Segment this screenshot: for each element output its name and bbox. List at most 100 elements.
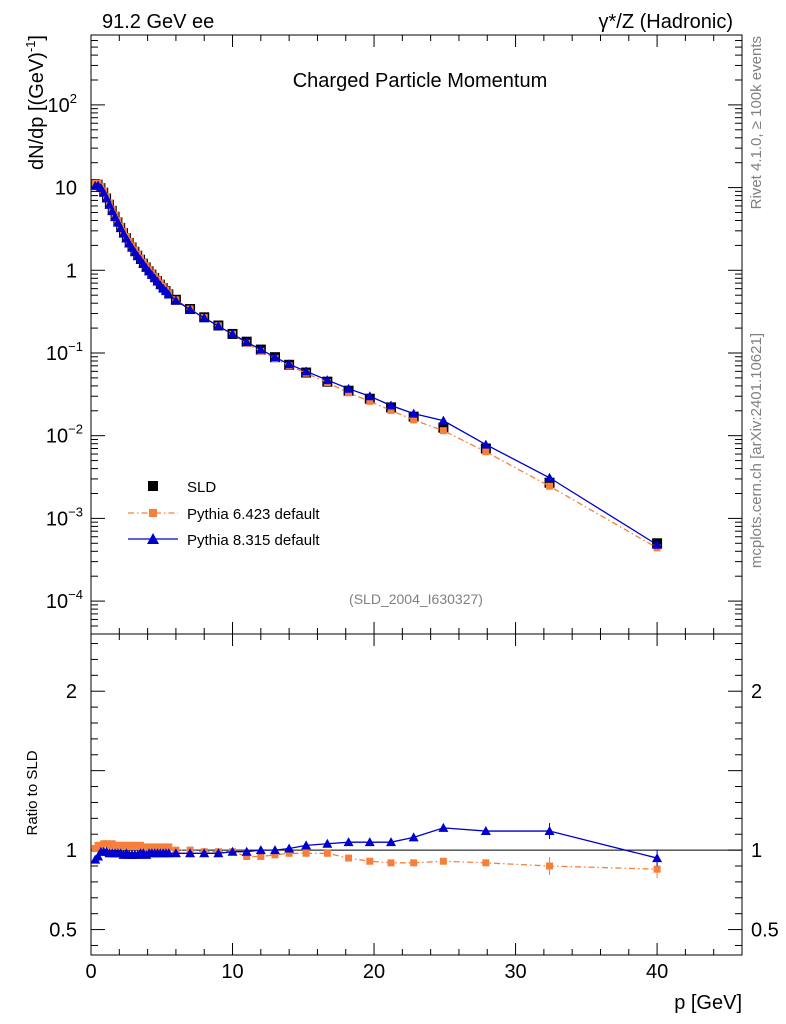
ratio-y-tick-label: 1 [66, 840, 77, 862]
pythia8-point [185, 304, 196, 314]
rivet-version-label: Rivet 4.1.0, ≥ 100k events [748, 36, 765, 209]
ratio-y-tick-label: 0.5 [49, 920, 77, 942]
pythia8-ratio-point [652, 853, 663, 863]
x-tick-label: 10 [221, 961, 243, 983]
pythia8-point [386, 400, 397, 410]
y-tick-label: 10−4 [46, 587, 83, 613]
pythia8-point [213, 321, 224, 331]
legend: SLD Pythia 6.423 default Pythia 8.315 de… [128, 479, 320, 549]
pythia8-point [544, 472, 555, 482]
pythia6-ratio-point [285, 849, 293, 857]
pythia6-line [95, 182, 658, 549]
x-tick-label: 0 [85, 961, 96, 983]
pythia8-ratio-point [255, 845, 266, 855]
pythia8-ratio-point [408, 832, 419, 842]
x-tick-label: 40 [646, 961, 668, 983]
y-tick-label: 10 [55, 178, 77, 200]
pythia8-ratio-point [227, 846, 238, 856]
pythia8-point [301, 366, 312, 376]
pythia8-point [163, 289, 174, 299]
pythia8-point [199, 312, 210, 322]
pythia8-ratio-point [213, 848, 224, 858]
ratio-y-tick-label-right: 1 [751, 840, 762, 862]
pythia6-ratio-point [410, 859, 418, 867]
pythia8-ratio-point [301, 840, 312, 850]
ratio-y-tick-label-right: 2 [751, 681, 762, 703]
axis-ticks-layer: 0 10 20 30 40 10−4 10−3 10−2 10−1 1 10 102 0.5 0.5 1 1 2… [46, 34, 779, 983]
y-tick-label: 10−1 [46, 339, 83, 365]
legend-sld-label: SLD [187, 479, 216, 496]
pythia8-point [652, 539, 663, 549]
pythia8-ratio-point [269, 845, 280, 855]
pythia8-point [343, 383, 354, 393]
pythia6-point [410, 416, 418, 424]
y-tick-label: 102 [48, 91, 77, 117]
legend-pythia6-marker [149, 509, 157, 517]
pythia6-point [387, 406, 395, 414]
pythia6-point [345, 389, 353, 397]
pythia8-ratio-point [170, 848, 181, 858]
pythia6-ratio-line [94, 843, 658, 870]
pythia6-ratio-point [345, 854, 353, 862]
pythia6-ratio-point [165, 843, 173, 851]
x-tick-label: 30 [504, 961, 526, 983]
pythia8-ratio-point [343, 837, 354, 847]
pythia8-ratio-point [185, 848, 196, 858]
pythia8-ratio-point [93, 851, 104, 861]
pythia6-point [546, 482, 554, 490]
pythia8-ratio-point [284, 843, 295, 853]
pythia6-ratio-point [271, 851, 279, 859]
ratio-plot-frame [90, 633, 743, 956]
ratio-y-axis-label: Ratio to SLD [24, 750, 41, 835]
main-chart-title: Charged Particle Momentum [293, 70, 548, 92]
x-axis-label: p [GeV] [674, 992, 742, 1014]
pythia6-ratio-point [257, 852, 265, 860]
pythia8-line [95, 184, 658, 546]
ratio-y-tick-label-right: 0.5 [751, 920, 779, 942]
pythia8-point [322, 375, 333, 385]
header-right-label: γ*/Z (Hadronic) [599, 11, 733, 33]
pythia8-point [364, 391, 375, 401]
analysis-tag-label: (SLD_2004_I630327) [349, 591, 483, 607]
pythia8-ratio-point [438, 822, 449, 832]
pythia8-point [241, 336, 252, 346]
pythia8-ratio-point [364, 837, 375, 847]
data-marks-layer [90, 179, 663, 879]
pythia6-ratio-point [387, 859, 395, 867]
pythia8-point [269, 352, 280, 362]
pythia8-point [170, 295, 181, 305]
pythia8-point [227, 329, 238, 339]
pythia6-ratio-point [439, 857, 447, 865]
x-tick-label: 20 [363, 961, 385, 983]
main-y-axis-label: dN/dp [(GeV)-1] [23, 35, 48, 170]
pythia8-ratio-point [480, 826, 491, 836]
header-left-label: 91.2 GeV ee [102, 11, 214, 33]
legend-sld-marker [148, 481, 158, 491]
pythia8-ratio-point [199, 848, 210, 858]
y-tick-label: 10−2 [46, 422, 83, 448]
pythia6-ratio-point [243, 852, 251, 860]
pythia8-ratio-point [322, 838, 333, 848]
pythia8-point [255, 344, 266, 354]
pythia8-ratio-point [544, 826, 555, 836]
pythia6-point [366, 397, 374, 405]
pythia6-ratio-point [366, 857, 374, 865]
ratio-y-tick-label: 2 [66, 681, 77, 703]
pythia8-point [438, 415, 449, 425]
pythia6-ratio-point [546, 862, 554, 870]
pythia6-point [439, 427, 447, 435]
pythia8-ratio-point [163, 848, 174, 858]
y-tick-label: 1 [66, 260, 77, 282]
pythia8-ratio-point [241, 846, 252, 856]
pythia6-point [482, 448, 490, 456]
legend-pythia6-label: Pythia 6.423 default [187, 506, 320, 523]
pythia6-ratio-point [482, 859, 490, 867]
pythia6-ratio-point [302, 849, 310, 857]
pythia8-point [284, 359, 295, 369]
pythia8-point [104, 199, 115, 209]
legend-pythia8-label: Pythia 8.315 default [187, 532, 320, 549]
pythia8-point [408, 408, 419, 418]
pythia8-ratio-point [386, 837, 397, 847]
legend-pythia8-marker [147, 533, 159, 544]
